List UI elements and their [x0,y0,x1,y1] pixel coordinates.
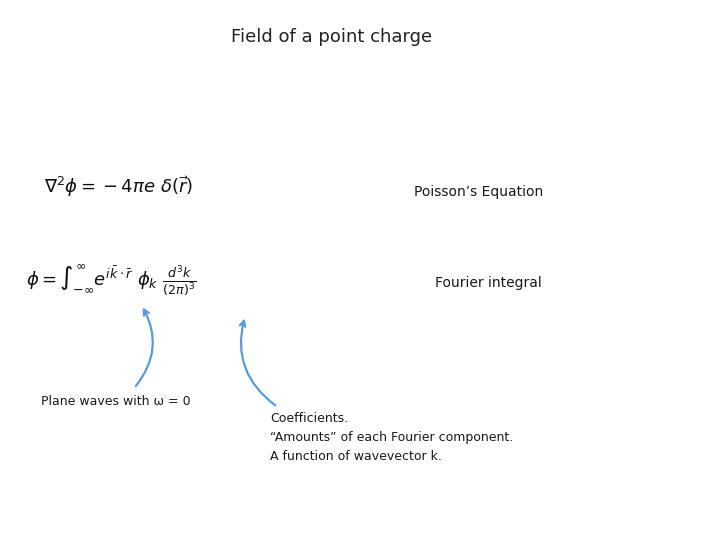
Text: Plane waves with ω = 0: Plane waves with ω = 0 [41,395,191,408]
Text: Field of a point charge: Field of a point charge [230,28,432,46]
Text: $\phi = \int_{-\infty}^{\infty} e^{i\bar{k}\cdot\bar{r}} \ \phi_k \ \frac{d^3k}{: $\phi = \int_{-\infty}^{\infty} e^{i\bar… [27,263,197,298]
Text: $\nabla^2 \phi = -4\pi e \ \delta(\vec{r})$: $\nabla^2 \phi = -4\pi e \ \delta(\vec{r… [45,174,194,199]
Text: Fourier integral: Fourier integral [436,276,542,291]
Text: Coefficients.
“Amounts” of each Fourier component.
A function of wavevector k.: Coefficients. “Amounts” of each Fourier … [270,413,513,463]
Text: Poisson’s Equation: Poisson’s Equation [414,185,543,199]
